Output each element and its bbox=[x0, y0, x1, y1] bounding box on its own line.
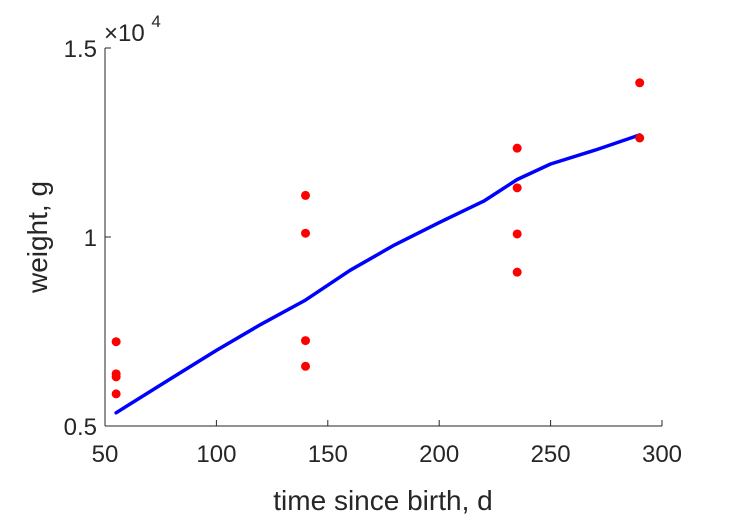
y-exponent-power: 4 bbox=[151, 12, 160, 31]
y-axis-title: weight, g bbox=[22, 181, 53, 294]
data-point bbox=[301, 361, 311, 371]
data-point bbox=[301, 228, 311, 238]
data-point bbox=[111, 372, 121, 382]
data-points bbox=[111, 78, 645, 399]
y-exponent-base: ×10 bbox=[104, 20, 145, 47]
data-point bbox=[512, 267, 522, 277]
data-point bbox=[512, 183, 522, 193]
x-tick-label: 150 bbox=[308, 441, 348, 468]
x-tick-label: 100 bbox=[196, 441, 236, 468]
data-point bbox=[301, 336, 311, 346]
fit-line-layer bbox=[114, 133, 642, 415]
y-tick-label: 1.5 bbox=[64, 36, 97, 63]
fit-line bbox=[114, 133, 642, 415]
data-point bbox=[512, 229, 522, 239]
data-point bbox=[635, 78, 645, 88]
data-point bbox=[301, 190, 311, 200]
y-exponent-label: ×10 4 bbox=[104, 12, 161, 47]
x-tick-label: 300 bbox=[642, 441, 682, 468]
x-tick-label: 50 bbox=[92, 441, 119, 468]
data-point bbox=[111, 337, 121, 347]
y-tick-label: 1 bbox=[84, 225, 97, 252]
data-point bbox=[512, 143, 522, 153]
x-ticks: 50 100 150 200 250 300 bbox=[92, 420, 682, 468]
data-point bbox=[111, 389, 121, 399]
y-tick-label: 0.5 bbox=[64, 414, 97, 441]
data-point bbox=[635, 133, 645, 143]
y-ticks: 0.5 1 1.5 bbox=[64, 36, 111, 441]
x-tick-label: 200 bbox=[419, 441, 459, 468]
x-axis-title: time since birth, d bbox=[273, 485, 492, 516]
x-tick-label: 250 bbox=[531, 441, 571, 468]
